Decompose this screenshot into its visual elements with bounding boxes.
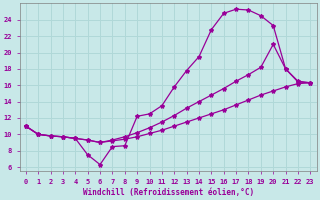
X-axis label: Windchill (Refroidissement éolien,°C): Windchill (Refroidissement éolien,°C) [83,188,254,197]
